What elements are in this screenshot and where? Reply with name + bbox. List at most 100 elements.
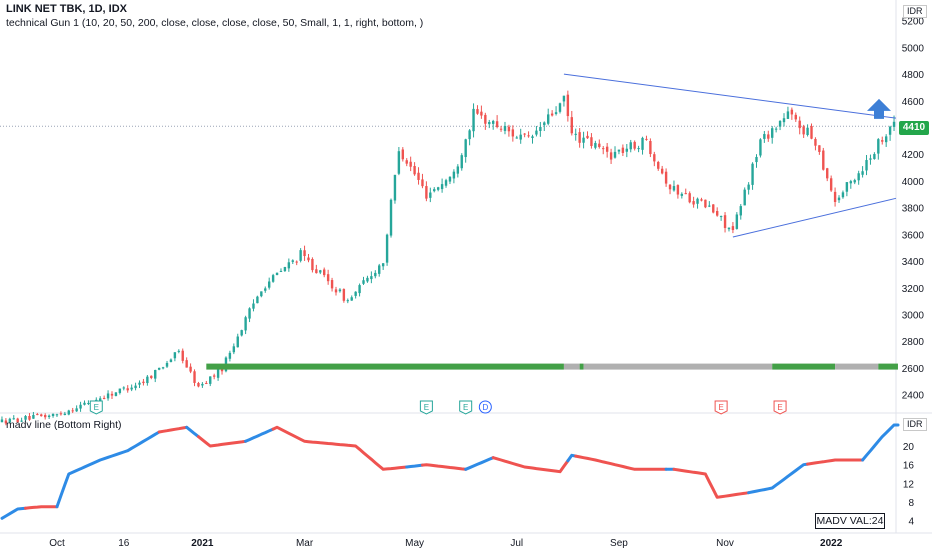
candle-body <box>177 350 181 352</box>
candle-body <box>794 114 797 120</box>
candle-body <box>24 416 27 420</box>
candle-body <box>0 419 4 423</box>
candle-body <box>806 127 809 135</box>
candle-body <box>822 150 825 170</box>
candle-body <box>491 120 495 124</box>
candle-body <box>641 137 644 150</box>
time-tick-label: Mar <box>296 538 314 549</box>
price-tick-label: 3200 <box>902 284 925 295</box>
candle-body <box>715 211 719 216</box>
candle-body <box>802 126 805 135</box>
candle-body <box>256 296 259 304</box>
candle-body <box>633 141 636 149</box>
candle-body <box>4 420 8 424</box>
candle-body <box>201 383 204 386</box>
candle-body <box>476 109 479 114</box>
candle-body <box>232 346 236 353</box>
candle-body <box>134 385 137 389</box>
candle-body <box>719 216 723 218</box>
candle-body <box>853 180 856 183</box>
candle-body <box>319 270 322 273</box>
candle-body <box>664 171 668 184</box>
price-tick-label: 3800 <box>902 204 925 215</box>
madv-line-segment <box>747 462 810 495</box>
candle-body <box>488 121 491 125</box>
candle-body <box>700 199 703 201</box>
candle-body <box>110 393 114 396</box>
candle-body <box>252 303 255 309</box>
candle-body <box>712 204 715 213</box>
candle-body <box>169 359 173 362</box>
candle-body <box>307 257 310 261</box>
candle-body <box>452 171 456 179</box>
candle-body <box>401 149 405 160</box>
earnings-marker <box>773 400 787 415</box>
candle-body <box>79 404 82 409</box>
candle-body <box>892 121 896 127</box>
candle-body <box>366 277 369 282</box>
candle-body <box>884 136 888 143</box>
candle-body <box>869 158 872 160</box>
candle-body <box>236 336 239 348</box>
candle-body <box>12 418 15 420</box>
candle-body <box>535 130 538 135</box>
time-tick-label: Jul <box>510 538 523 549</box>
trend-line <box>732 197 897 238</box>
candle-body <box>99 398 102 401</box>
candle-body <box>547 114 550 124</box>
candle-body <box>287 262 291 269</box>
indicator-legend[interactable]: technical Gun 1 (10, 20, 50, 200, close,… <box>6 17 424 29</box>
time-tick-label: 16 <box>118 538 130 549</box>
candle-body <box>370 276 373 280</box>
candle-body <box>205 382 208 384</box>
candle-body <box>448 176 452 182</box>
status-bar-segment <box>878 363 898 370</box>
candle-body <box>582 137 585 143</box>
candle-body <box>833 191 837 202</box>
candle-body <box>260 291 263 297</box>
candle-body <box>16 418 19 423</box>
candle-body <box>684 193 687 195</box>
candle-body <box>330 280 334 289</box>
candle-body <box>680 193 684 196</box>
candle-body <box>598 143 601 147</box>
price-tick-label: 2400 <box>902 391 925 402</box>
price-tick-label: 3400 <box>902 257 925 268</box>
candle-body <box>562 95 566 102</box>
candle-body <box>672 186 676 191</box>
candle-body <box>653 154 656 162</box>
madv-value-box: MADV VAL:24 <box>815 513 885 529</box>
event-marker-label: E <box>463 403 468 412</box>
event-marker-label: D <box>482 403 488 412</box>
candle-body <box>436 187 440 190</box>
candle-body <box>798 120 801 129</box>
price-tick-label: 2800 <box>902 337 925 348</box>
currency-unit-bottom: IDR <box>903 418 927 431</box>
candle-body <box>209 376 212 384</box>
candle-body <box>299 250 302 261</box>
candle-body <box>433 189 436 192</box>
candle-body <box>146 376 149 384</box>
candle-body <box>531 136 534 139</box>
candle-body <box>421 179 424 187</box>
candle-body <box>181 350 184 361</box>
earnings-marker <box>89 400 103 415</box>
madv-line-segment <box>244 427 275 443</box>
price-tick-label: 5200 <box>902 17 925 28</box>
lower-pane-title[interactable]: madv line (Bottom Right) <box>6 419 122 431</box>
candle-body <box>389 199 393 236</box>
candle-body <box>774 128 778 130</box>
madv-tick-label: 16 <box>903 461 915 472</box>
candle-body <box>818 145 821 152</box>
status-bar-segment <box>835 363 879 370</box>
candle-body <box>323 269 326 276</box>
candle-body <box>495 121 499 128</box>
candle-body <box>527 135 530 137</box>
earnings-marker <box>459 400 473 415</box>
time-tick-label: 2021 <box>191 538 214 549</box>
candle-body <box>28 415 31 420</box>
candle-body <box>417 172 420 180</box>
madv-line-segment <box>861 423 900 462</box>
candle-body <box>350 297 353 301</box>
